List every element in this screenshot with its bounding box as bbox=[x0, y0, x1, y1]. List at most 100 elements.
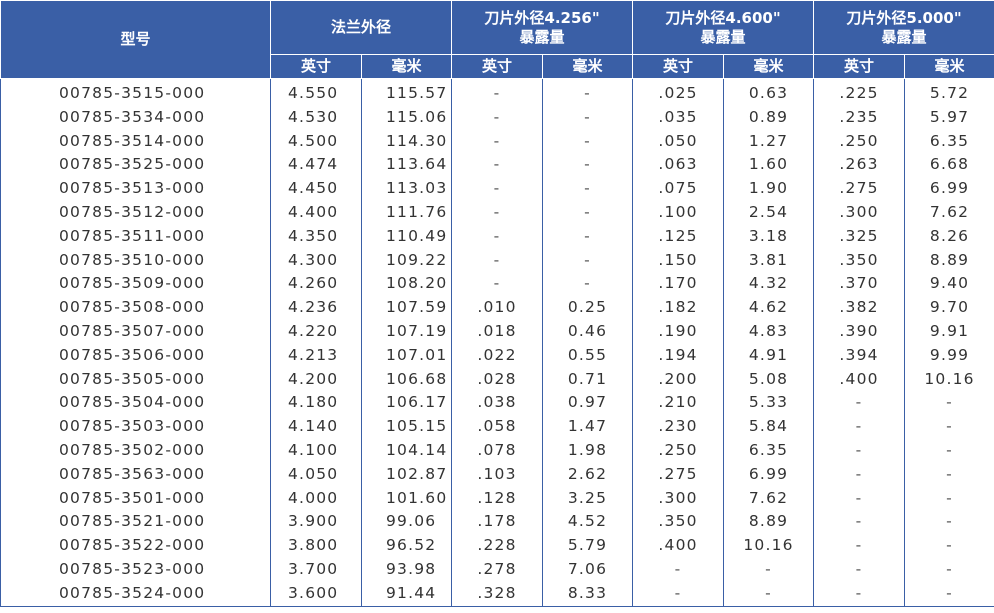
flange-inch-cell: 4.140 bbox=[270, 415, 362, 439]
blade-4600-inch-cell: .210 bbox=[632, 391, 725, 416]
blade-4256-inch-cell: - bbox=[451, 272, 544, 297]
blade-4600-inch-cell: .125 bbox=[632, 224, 725, 249]
blade-4256-mm-cell: 8.33 bbox=[542, 581, 634, 607]
model-cell: 00785-3514-000 bbox=[0, 129, 271, 154]
table-row: 00785-3510-000 4.300 109.22- - .150 3.81.350 8… bbox=[0, 248, 994, 273]
blade-5000-mm-cell: - bbox=[904, 557, 994, 582]
header-flange: 法兰外径 bbox=[269, 0, 453, 55]
blade-4256-mm-cell: 0.71 bbox=[542, 367, 634, 392]
blade-4256-mm-cell: 0.97 bbox=[542, 391, 634, 416]
table-row: 00785-3508-000 4.236 107.59.010 0.25.182 4.6… bbox=[0, 296, 994, 320]
model-cell: 00785-3505-000 bbox=[0, 367, 271, 392]
flange-mm-cell: 108.20 bbox=[360, 272, 453, 297]
model-cell: 00785-3509-000 bbox=[0, 272, 271, 297]
table-row: 00785-3514-000 4.500 114.30- - .050 1.27.250 6… bbox=[0, 129, 994, 154]
blade-4600-mm-cell: 2.54 bbox=[723, 200, 815, 225]
flange-inch-cell: 4.220 bbox=[270, 319, 362, 344]
blade-4256-mm-cell: 1.47 bbox=[542, 415, 634, 439]
blade-4600-inch-cell: .275 bbox=[632, 462, 725, 487]
header-blade-4256: 刀片外径4.256" 暴露量 bbox=[451, 0, 634, 55]
table-row: 00785-3524-000 3.600 91.44.328 8.33- - - - bbox=[0, 581, 994, 607]
blade-4256-inch-cell: .228 bbox=[451, 534, 544, 558]
blade-4256-inch-cell: - bbox=[451, 153, 544, 178]
blade-5000-inch-cell: .275 bbox=[813, 177, 906, 201]
blade-4600-inch-cell: .035 bbox=[632, 105, 725, 130]
flange-mm-cell: 107.59 bbox=[360, 296, 453, 320]
flange-mm-cell: 107.19 bbox=[360, 319, 453, 344]
blade-4256-inch-cell: - bbox=[451, 248, 544, 273]
blade-4256-inch-cell: .278 bbox=[451, 557, 544, 582]
blade-4600-inch-cell: .170 bbox=[632, 272, 725, 297]
flange-mm-cell: 111.76 bbox=[360, 200, 453, 225]
blade-4600-mm-cell: 5.08 bbox=[723, 367, 815, 392]
blade-4256-inch-cell: .010 bbox=[451, 296, 544, 320]
blade-4600-inch-cell: .200 bbox=[632, 367, 725, 392]
table-row: 00785-3501-000 4.000 101.60.128 3.25.300 7.6… bbox=[0, 486, 994, 511]
unit-mm-blade-5000: 毫米 bbox=[904, 54, 994, 79]
flange-inch-cell: 4.200 bbox=[270, 367, 362, 392]
blade-4600-inch-cell: .300 bbox=[632, 486, 725, 511]
blade-5000-inch-cell: .370 bbox=[813, 272, 906, 297]
blade-5000-mm-cell: 5.97 bbox=[904, 105, 994, 130]
blade-5000-mm-cell: 9.70 bbox=[904, 296, 994, 320]
blade-4256-mm-cell: - bbox=[542, 153, 634, 178]
blade-4256-inch-cell: .128 bbox=[451, 486, 544, 511]
blade-4600-mm-cell: 1.60 bbox=[723, 153, 815, 178]
header-blade-4256-line1: 刀片外径4.256" bbox=[484, 8, 600, 27]
blade-4600-mm-cell: 1.27 bbox=[723, 129, 815, 154]
model-cell: 00785-3504-000 bbox=[0, 391, 271, 416]
table-row: 00785-3525-000 4.474 113.64- - .063 1.60.263 6… bbox=[0, 153, 994, 178]
model-cell: 00785-3501-000 bbox=[0, 486, 271, 511]
model-cell: 00785-3508-000 bbox=[0, 296, 271, 320]
unit-inch-flange: 英寸 bbox=[270, 54, 362, 79]
blade-4256-inch-cell: .058 bbox=[451, 415, 544, 439]
blade-4600-inch-cell: .050 bbox=[632, 129, 725, 154]
flange-inch-cell: 4.400 bbox=[270, 200, 362, 225]
blade-4600-mm-cell: 1.90 bbox=[723, 177, 815, 201]
blade-4256-mm-cell: - bbox=[542, 224, 634, 249]
flange-mm-cell: 93.98 bbox=[360, 557, 453, 582]
flange-mm-cell: 113.64 bbox=[360, 153, 453, 178]
flange-mm-cell: 104.14 bbox=[360, 438, 453, 463]
flange-inch-cell: 3.800 bbox=[270, 534, 362, 558]
header-blade-5000-line1: 刀片外径5.000" bbox=[846, 8, 962, 27]
blade-4600-inch-cell: .230 bbox=[632, 415, 725, 439]
blade-4256-mm-cell: 5.79 bbox=[542, 534, 634, 558]
flange-mm-cell: 114.30 bbox=[360, 129, 453, 154]
table-row: 00785-3522-000 3.800 96.52.228 5.79.400 10.1… bbox=[0, 534, 994, 558]
table-body: 00785-3515-000 4.550 115.57- - .025 0.63.225 5… bbox=[0, 78, 994, 607]
blade-5000-mm-cell: 6.99 bbox=[904, 177, 994, 201]
flange-mm-cell: 110.49 bbox=[360, 224, 453, 249]
blade-4256-mm-cell: 3.25 bbox=[542, 486, 634, 511]
table-row: 00785-3512-000 4.400 111.76- - .100 2.54.300 7… bbox=[0, 200, 994, 225]
table-row: 00785-3515-000 4.550 115.57- - .025 0.63.225 5… bbox=[0, 78, 994, 106]
blade-5000-inch-cell: - bbox=[813, 486, 906, 511]
blade-5000-mm-cell: 10.16 bbox=[904, 367, 994, 392]
flange-mm-cell: 115.57 bbox=[360, 78, 453, 106]
flange-mm-cell: 105.15 bbox=[360, 415, 453, 439]
table-row: 00785-3505-000 4.200 106.68.028 0.71.200 5.0… bbox=[0, 367, 994, 392]
unit-inch-blade-4600: 英寸 bbox=[632, 54, 725, 79]
blade-4256-mm-cell: - bbox=[542, 248, 634, 273]
blade-4600-mm-cell: 5.84 bbox=[723, 415, 815, 439]
flange-inch-cell: 4.474 bbox=[270, 153, 362, 178]
model-cell: 00785-3525-000 bbox=[0, 153, 271, 178]
model-cell: 00785-3512-000 bbox=[0, 200, 271, 225]
flange-inch-cell: 4.550 bbox=[270, 78, 362, 106]
flange-inch-cell: 4.050 bbox=[270, 462, 362, 487]
flange-inch-cell: 4.260 bbox=[270, 272, 362, 297]
flange-mm-cell: 109.22 bbox=[360, 248, 453, 273]
blade-5000-inch-cell: .263 bbox=[813, 153, 906, 178]
model-cell: 00785-3503-000 bbox=[0, 415, 271, 439]
blade-5000-inch-cell: - bbox=[813, 438, 906, 463]
flange-inch-cell: 4.100 bbox=[270, 438, 362, 463]
blade-5000-mm-cell: 8.26 bbox=[904, 224, 994, 249]
blade-4600-mm-cell: 4.91 bbox=[723, 343, 815, 368]
blade-5000-mm-cell: 9.40 bbox=[904, 272, 994, 297]
blade-4256-inch-cell: .103 bbox=[451, 462, 544, 487]
blade-4256-inch-cell: .018 bbox=[451, 319, 544, 344]
blade-4600-mm-cell: 7.62 bbox=[723, 486, 815, 511]
blade-5000-inch-cell: - bbox=[813, 510, 906, 535]
blade-4600-mm-cell: 4.83 bbox=[723, 319, 815, 344]
